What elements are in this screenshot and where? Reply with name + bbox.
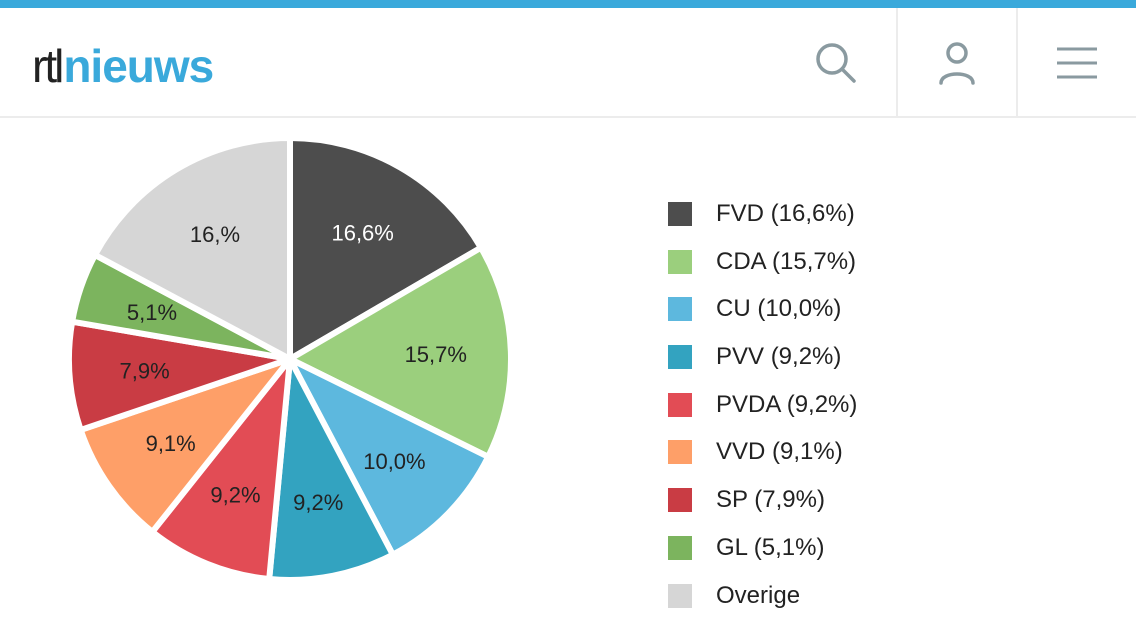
legend-label: CU (10,0%) [716, 295, 842, 323]
legend-swatch [668, 202, 692, 226]
slice-label-pvda: 9,2% [210, 482, 260, 507]
slice-label-cda: 15,7% [405, 342, 467, 367]
legend-item-pvv[interactable]: PVV (9,2%) [668, 343, 1108, 391]
legend-label: VVD (9,1%) [716, 438, 843, 466]
slice-label-sp: 7,9% [120, 358, 170, 383]
chart-area: 16,6% 15,7% 10,0% 9,2% 9,2% 9,1% 7,9% 5,1% 16,% … [0, 120, 1136, 640]
legend-swatch [668, 392, 692, 417]
legend-swatch [668, 440, 692, 465]
legend-label: PVDA (9,2%) [716, 390, 858, 418]
legend-item-gl[interactable]: GL (5,1%) [668, 534, 1108, 582]
logo-rtl-text: rtl [32, 40, 64, 92]
slice-label-overige: 16,% [190, 222, 240, 247]
site-header: rtlnieuws [0, 8, 1136, 118]
legend-item-overige[interactable]: Overige [668, 582, 1108, 630]
chart-legend: FVD (16,6%) CDA (15,7%) CU (10,0%) PVV (9,2… [668, 200, 1108, 629]
legend-swatch [668, 583, 692, 608]
slice-label-vvd: 9,1% [146, 431, 196, 456]
account-button[interactable] [896, 8, 1016, 118]
pie-slice-pvv[interactable] [266, 356, 396, 583]
legend-label: SP (7,9%) [716, 486, 825, 514]
legend-swatch [668, 249, 692, 274]
rtl-nieuws-logo[interactable]: rtlnieuws [32, 36, 214, 96]
slice-label-cu: 10,0% [363, 449, 425, 474]
legend-swatch [668, 345, 692, 370]
logo-nieuws-text: nieuws [63, 40, 214, 92]
slice-label-pvv: 9,2% [293, 490, 343, 515]
pie-slice-cda[interactable] [287, 244, 514, 460]
pie-slice-fvd[interactable] [287, 135, 484, 362]
pie-chart: 16,6% 15,7% 10,0% 9,2% 9,2% 9,1% 7,9% 5,1% 16,% [66, 135, 514, 583]
legend-swatch [668, 488, 692, 513]
search-button[interactable] [776, 8, 896, 118]
legend-item-cda[interactable]: CDA (15,7%) [668, 248, 1108, 296]
pie-slice-overige[interactable] [92, 135, 293, 362]
pie-slice-pvda[interactable] [149, 356, 293, 583]
legend-swatch [668, 535, 692, 560]
legend-label: CDA (15,7%) [716, 247, 857, 275]
legend-label: PVV (9,2%) [716, 343, 842, 371]
legend-item-sp[interactable]: SP (7,9%) [668, 486, 1108, 534]
legend-item-pvda[interactable]: PVDA (9,2%) [668, 391, 1108, 439]
legend-item-fvd[interactable]: FVD (16,6%) [668, 200, 1108, 248]
legend-label: GL (5,1%) [716, 533, 825, 561]
legend-item-vvd[interactable]: VVD (9,1%) [668, 438, 1108, 486]
search-icon [816, 43, 856, 83]
legend-label: FVD (16,6%) [716, 200, 855, 227]
slice-label-fvd: 16,6% [331, 221, 393, 246]
pie-slice-vvd[interactable] [77, 356, 293, 535]
user-icon [939, 42, 975, 85]
legend-swatch [668, 297, 692, 322]
legend-label: Overige [716, 581, 801, 609]
pie-slice-cu[interactable] [287, 356, 492, 558]
legend-item-cu[interactable]: CU (10,0%) [668, 295, 1108, 343]
menu-button[interactable] [1016, 8, 1136, 118]
hamburger-menu-icon [1057, 47, 1097, 79]
slice-label-gl: 5,1% [127, 300, 177, 325]
top-accent-bar [0, 0, 1136, 8]
